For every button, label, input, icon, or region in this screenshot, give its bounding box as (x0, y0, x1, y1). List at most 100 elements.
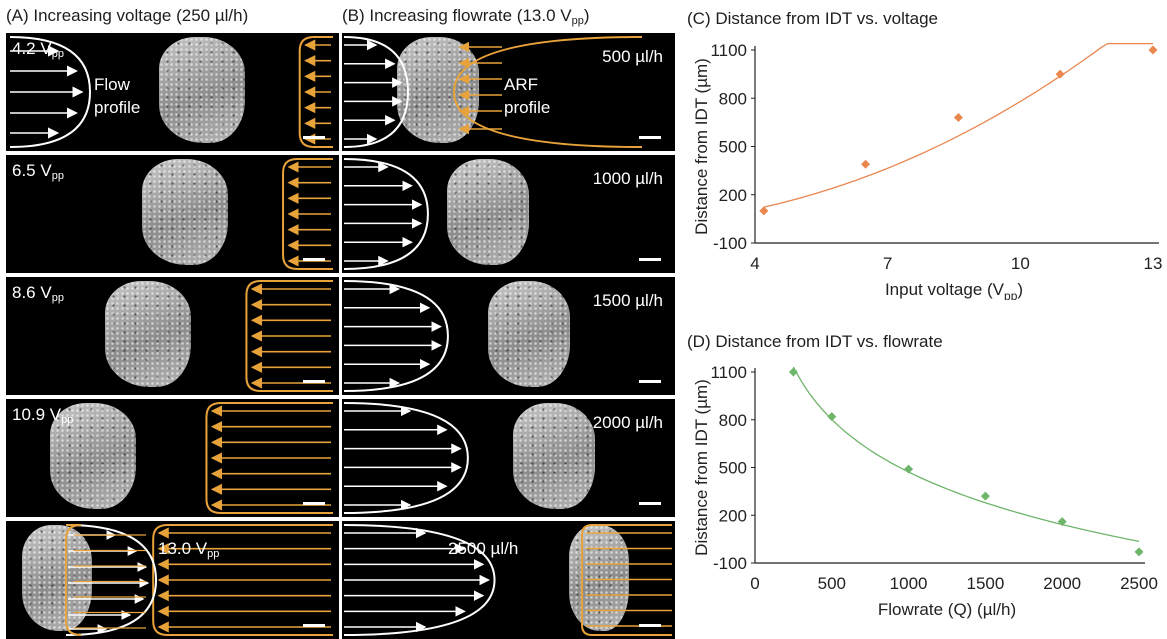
data-point (1148, 45, 1158, 55)
flowrate-image-column: 500 µl/h ARF profile 1000 µl/h 1500 µl/h 2000… (342, 33, 675, 639)
x-axis-label-end: ) (1017, 280, 1023, 299)
y-tick-label: 1100 (710, 363, 747, 382)
x-axis-label: Flowrate (Q) (µl/h) (878, 600, 1016, 619)
y-axis-label: Distance from IDT (µm) (692, 58, 711, 235)
y-tick-label: 500 (719, 459, 747, 478)
flow-profile-curve (343, 36, 409, 148)
voltage-unit-sub: pp (207, 548, 220, 560)
arf-profile-label-line: profile (504, 98, 551, 117)
x-tick-label: 1000 (890, 574, 928, 593)
flow-profile-curve (65, 524, 158, 636)
scale-bar (303, 258, 325, 261)
flowrate-tile: 2500 µl/h (342, 521, 675, 639)
chart-d-flowrate: (D) Distance from IDT vs. flowrate -100 20… (687, 332, 1158, 619)
y-tick-label: 1100 (710, 41, 747, 60)
scale-bar (639, 502, 661, 505)
scale-bar (303, 380, 325, 383)
y-tick-label: 200 (719, 506, 747, 525)
voltage-unit-sub: pp (51, 292, 64, 304)
profile-overlay (343, 280, 449, 392)
flow-profile-curve (343, 402, 469, 514)
y-tick-label: 200 (719, 186, 747, 205)
voltage-tile: 6.5 Vpp (6, 155, 339, 273)
panel-b-title: (B) Increasing flowrate (13.0 Vpp) (342, 6, 590, 27)
scale-bar (639, 624, 661, 627)
chart-title: (D) Distance from IDT vs. flowrate (687, 332, 943, 351)
particle-cluster (487, 281, 570, 387)
trendline (792, 366, 1140, 543)
voltage-label: 8.6 Vpp (12, 283, 64, 304)
data-point (953, 113, 963, 123)
profile-overlay (343, 158, 429, 270)
data-point (1057, 517, 1067, 527)
data-point (788, 367, 798, 377)
y-tick-label: -100 (713, 554, 747, 573)
voltage-unit-sub: pp (51, 48, 64, 60)
particle-cluster (447, 159, 530, 265)
scale-bar (639, 258, 661, 261)
data-point (1134, 547, 1144, 557)
arf-profile-curve (282, 158, 333, 270)
x-tick-label: 4 (750, 254, 759, 273)
x-tick-label: 13 (1144, 254, 1163, 273)
data-point (1055, 69, 1065, 79)
voltage-value: 10.9 V (12, 405, 62, 424)
scale-bar (303, 502, 325, 505)
flow-profile-label: Flow profile (94, 73, 140, 119)
voltage-tile: 13.0 Vpp (6, 521, 339, 639)
voltage-label: 4.2 Vpp (12, 39, 64, 60)
particle-cluster (159, 37, 246, 143)
x-axis-label-main: Input voltage (V (885, 280, 1005, 299)
data-point (827, 412, 837, 422)
x-tick-label: 500 (818, 574, 846, 593)
voltage-label: 10.9 Vpp (12, 405, 73, 426)
voltage-image-column: 4.2 Vpp Flow profile 6.5 Vpp 8.6 Vpp 10.9 Vpp… (6, 33, 339, 639)
voltage-label: 6.5 Vpp (12, 161, 64, 182)
voltage-value: 13.0 V (158, 539, 208, 558)
profile-overlay (65, 524, 333, 636)
particle-cluster (568, 525, 629, 631)
trendline (763, 42, 1153, 208)
flowrate-tile: 1000 µl/h (342, 155, 675, 273)
x-tick-label: 2500 (1120, 574, 1158, 593)
y-tick-label: 800 (719, 411, 747, 430)
flowrate-tile: 500 µl/h ARF profile (342, 33, 675, 151)
y-tick-label: 500 (719, 138, 747, 157)
panel-b-title-end: ) (583, 6, 590, 25)
voltage-unit-sub: pp (61, 414, 74, 426)
data-point (861, 159, 871, 169)
arf-profile-curve (298, 36, 333, 148)
flowrate-tile: 2000 µl/h (342, 399, 675, 517)
flowrate-label: 500 µl/h (602, 47, 663, 66)
scale-bar (303, 624, 325, 627)
arf-profile-curve (205, 402, 333, 514)
x-tick-label: 0 (750, 574, 759, 593)
flowrate-label: 2500 µl/h (448, 539, 519, 558)
profile-overlay (343, 402, 469, 514)
flowrate-label: 1000 µl/h (592, 169, 663, 188)
voltage-unit-sub: pp (51, 170, 64, 182)
flowrate-label: 1500 µl/h (592, 291, 663, 310)
particle-cluster (21, 525, 92, 631)
flowrate-label: 2000 µl/h (592, 413, 663, 432)
arf-profile-label: ARF profile (504, 73, 550, 119)
profile-overlay (245, 280, 333, 392)
scale-bar (639, 380, 661, 383)
particle-cluster (104, 281, 191, 387)
y-tick-label: 800 (719, 89, 747, 108)
flow-profile-label-line: profile (94, 98, 141, 117)
scale-bar (639, 136, 661, 139)
chart-title: (C) Distance from IDT vs. voltage (687, 9, 938, 28)
profile-overlay (9, 36, 333, 148)
x-tick-label: 10 (1011, 254, 1030, 273)
profile-overlay (343, 524, 672, 636)
x-tick-label: 2000 (1043, 574, 1081, 593)
panel-b-title-sub: pp (571, 15, 584, 27)
profile-overlay (205, 402, 333, 514)
flow-profile-label-line: Flow (94, 75, 130, 94)
arf-profile-curve (65, 524, 82, 636)
data-point (759, 206, 769, 216)
data-point (904, 464, 914, 474)
particle-cluster (141, 159, 228, 265)
chart-c-voltage: (C) Distance from IDT vs. voltage -100 200… (687, 9, 1163, 300)
